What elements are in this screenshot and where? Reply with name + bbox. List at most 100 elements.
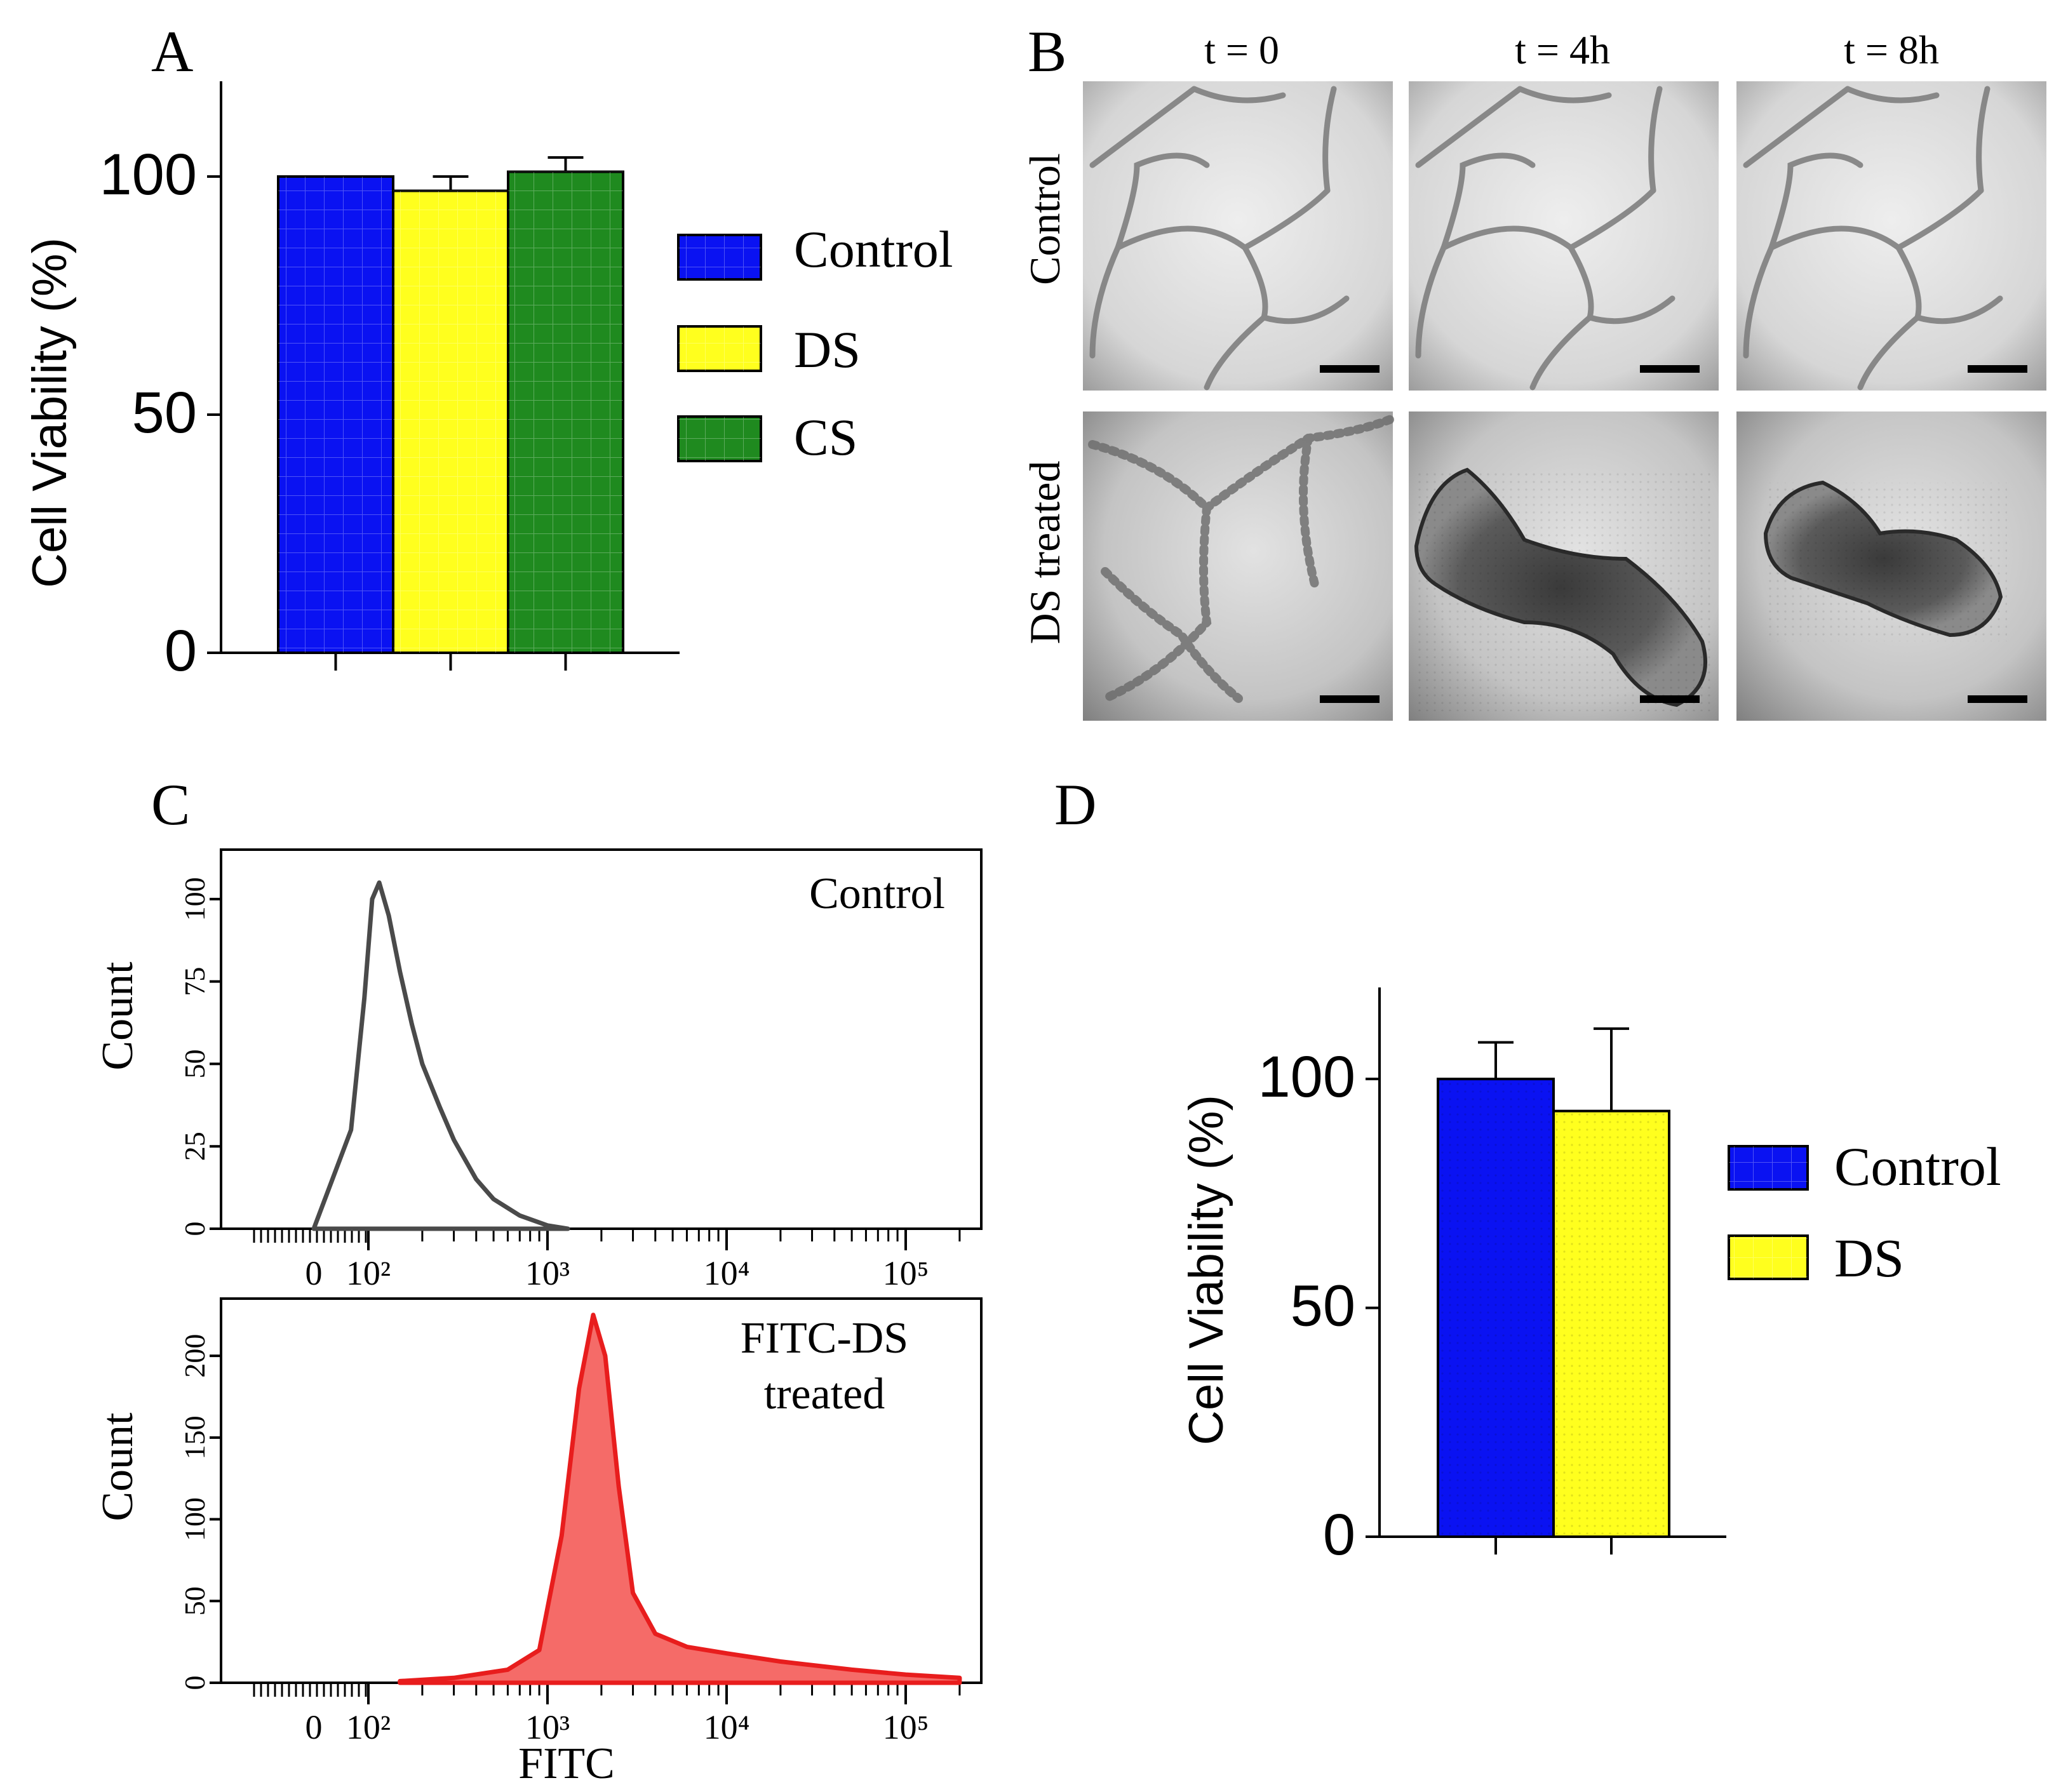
y-tick-label: 0 (164, 619, 197, 683)
panel-a-bar-chart: Cell Viability (%) 0 50 100 Control DS CS (23, 81, 953, 683)
histogram-point (779, 1660, 782, 1663)
micrograph-ds-t0 (1083, 411, 1395, 721)
histogram-point (546, 1224, 549, 1227)
y-tick-label: 50 (1291, 1274, 1355, 1339)
x-tick-label: 10⁵ (883, 1254, 929, 1292)
panel-b-label: B (1028, 19, 1066, 84)
panel-c-bottom-title-line1: FITC-DS (741, 1314, 908, 1363)
histogram-point (398, 1680, 401, 1683)
histogram-point (474, 1178, 478, 1181)
column-label-t0: t = 0 (1204, 27, 1279, 72)
micrograph-ds-t8h (1736, 411, 2046, 721)
histogram-point (685, 1645, 688, 1648)
histogram-point (603, 1354, 607, 1358)
y-tick-label: 100 (1258, 1045, 1356, 1109)
micrograph-ds-t4h (1409, 411, 1719, 721)
y-tick-label: 25 (178, 1132, 211, 1161)
histogram-point (904, 1673, 907, 1676)
column-label-t8h: t = 8h (1844, 27, 1939, 72)
histogram-point (452, 1676, 455, 1680)
y-tick-label: 50 (178, 1586, 211, 1615)
histogram-area (311, 880, 570, 1231)
histogram-point (654, 1632, 657, 1635)
histogram-point (617, 1485, 621, 1488)
histogram-point (725, 1652, 728, 1655)
histogram-point (567, 1227, 570, 1230)
panel-c-bottom-title-line2: treated (764, 1370, 885, 1419)
legend-label-ds: DS (1834, 1227, 1904, 1288)
legend-label-control: Control (1834, 1136, 2001, 1197)
panel-b-micrographs: t = 0 t = 4h t = 8h Control DS treated (1021, 27, 2046, 721)
histogram-point (387, 914, 391, 917)
y-tick-label: 50 (178, 1049, 211, 1078)
histogram-point (438, 1105, 441, 1108)
panel-c-x-axis-label: FITC (518, 1739, 615, 1788)
histogram-point (371, 897, 373, 900)
x-tick-label: 10⁵ (883, 1708, 929, 1746)
y-tick-label: 0 (1323, 1502, 1355, 1567)
bar-texture (1438, 1079, 1554, 1537)
histogram-point (850, 1668, 854, 1671)
legend-label-cs: CS (794, 408, 857, 466)
histogram-area (398, 1313, 962, 1685)
y-tick-label: 100 (178, 1497, 211, 1541)
histogram-point (312, 1227, 315, 1230)
x-tick-label: 10⁴ (704, 1708, 750, 1746)
y-tick-label: 50 (132, 380, 197, 445)
micrograph-control-t0 (1083, 81, 1393, 391)
histogram-point (452, 1138, 455, 1141)
y-tick-label: 100 (178, 877, 211, 921)
histogram-point (420, 1062, 424, 1066)
histogram-point (958, 1676, 961, 1680)
x-tick-label: 10⁴ (704, 1254, 750, 1292)
x-tick-label: 10² (346, 1708, 391, 1746)
y-tick-label: 150 (178, 1415, 211, 1459)
panel-d-y-axis-label: Cell Viability (%) (1179, 1095, 1233, 1445)
histogram-point (398, 970, 401, 973)
y-tick-label: 200 (178, 1334, 211, 1378)
histogram-point (577, 1387, 581, 1390)
row-label-ds-treated: DS treated (1021, 461, 1069, 645)
histogram-point (363, 996, 366, 1000)
micrograph-control-t8h (1736, 81, 2046, 391)
panel-c-top-title: Control (809, 869, 945, 918)
bar-texture (393, 191, 508, 653)
histogram-point (492, 1198, 495, 1201)
histogram-point (506, 1668, 509, 1671)
panel-c-histograms: Count Count Control FITC-DS treated FITC… (93, 848, 983, 1788)
y-tick-label: 0 (178, 1222, 211, 1236)
histogram-point (410, 1023, 413, 1026)
panel-d-bar-chart: Cell Viability (%) 0 50 100 Control DS (1179, 987, 2001, 1567)
x-tick-label: 10³ (525, 1254, 570, 1292)
row-label-control: Control (1021, 153, 1069, 285)
legend-label-ds: DS (794, 321, 861, 378)
x-tick-label: 0 (306, 1254, 323, 1292)
bar-texture (508, 171, 623, 653)
panel-a-legend: Control DS CS (677, 220, 953, 466)
histogram-point (592, 1313, 594, 1316)
x-tick-label: 10³ (525, 1708, 570, 1746)
y-tick-label: 0 (178, 1676, 211, 1690)
histogram-point (538, 1648, 541, 1652)
y-tick-label: 100 (100, 142, 198, 207)
panel-a-label: A (151, 19, 193, 84)
column-label-t4h: t = 4h (1515, 27, 1610, 72)
x-tick-label: 10² (346, 1254, 391, 1292)
panel-d-legend: Control DS (1728, 1136, 2001, 1288)
bar-texture (278, 177, 393, 653)
bar-texture (1554, 1111, 1669, 1537)
micrograph-control-t4h (1409, 81, 1719, 391)
panel-c-top-y-label: Count (93, 961, 142, 1071)
histogram-point (518, 1214, 521, 1217)
histogram-point (631, 1591, 634, 1595)
histogram-point (349, 1128, 352, 1132)
histogram-point (560, 1534, 563, 1537)
panel-c-bottom-y-label: Count (93, 1412, 142, 1521)
panel-a-y-axis-label: Cell Viability (%) (23, 237, 77, 588)
panel-c-label: C (151, 772, 190, 837)
y-tick-label: 75 (178, 967, 211, 996)
histogram-point (378, 881, 381, 884)
x-tick-label: 0 (306, 1708, 323, 1746)
panel-d-label: D (1054, 772, 1096, 837)
